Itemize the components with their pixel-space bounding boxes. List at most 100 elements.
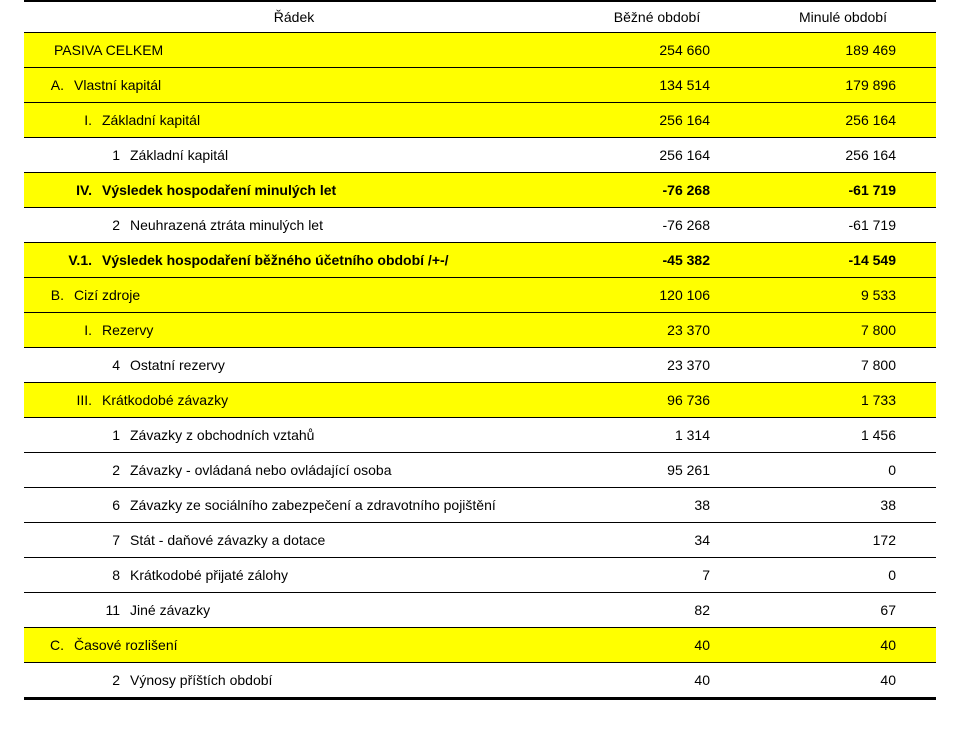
row-label-cell: 11Jiné závazky (24, 593, 564, 628)
row-value-current: -76 268 (564, 208, 750, 243)
table-row: 11Jiné závazky8267 (24, 593, 936, 628)
row-value-current: 256 164 (564, 138, 750, 173)
row-value-current: 38 (564, 488, 750, 523)
row-value-previous: 1 456 (750, 418, 936, 453)
row-prefix: III. (24, 392, 102, 408)
table-row: I.Základní kapitál256 164256 164 (24, 103, 936, 138)
row-value-previous: 38 (750, 488, 936, 523)
bottom-rule (24, 697, 936, 700)
row-value-previous: 7 800 (750, 313, 936, 348)
row-prefix: C. (24, 637, 74, 653)
table-row: 6Závazky ze sociálního zabezpečení a zdr… (24, 488, 936, 523)
row-value-current: 1 314 (564, 418, 750, 453)
row-label-cell: 8Krátkodobé přijaté zálohy (24, 558, 564, 593)
table-row: 4Ostatní rezervy23 3707 800 (24, 348, 936, 383)
header-label: Řádek (24, 1, 564, 33)
row-label-cell: 4Ostatní rezervy (24, 348, 564, 383)
table-row: 7Stát - daňové závazky a dotace 34172 (24, 523, 936, 558)
row-prefix: 2 (24, 217, 130, 233)
header-col-2: Minulé období (750, 1, 936, 33)
row-value-current: 120 106 (564, 278, 750, 313)
row-text: Krátkodobé přijaté zálohy (130, 567, 288, 583)
row-prefix: I. (24, 112, 102, 128)
row-label-cell: IV.Výsledek hospodaření minulých let (24, 173, 564, 208)
table-row: B.Cizí zdroje120 1069 533 (24, 278, 936, 313)
table-row: 1Základní kapitál256 164256 164 (24, 138, 936, 173)
table-row: 2Neuhrazená ztráta minulých let-76 268-6… (24, 208, 936, 243)
row-value-current: 95 261 (564, 453, 750, 488)
row-value-current: 254 660 (564, 33, 750, 68)
row-value-current: 96 736 (564, 383, 750, 418)
row-value-previous: -61 719 (750, 173, 936, 208)
row-label-cell: 1Základní kapitál (24, 138, 564, 173)
row-value-current: 134 514 (564, 68, 750, 103)
row-prefix: 2 (24, 672, 130, 688)
row-value-previous: 1 733 (750, 383, 936, 418)
row-label-cell: I.Rezervy (24, 313, 564, 348)
row-prefix: IV. (24, 182, 102, 198)
row-value-current: 40 (564, 628, 750, 663)
row-text: Výnosy příštích období (130, 672, 272, 688)
row-value-current: -76 268 (564, 173, 750, 208)
row-prefix: 1 (24, 427, 130, 443)
row-text: Závazky z obchodních vztahů (130, 427, 314, 443)
row-value-previous: 40 (750, 663, 936, 698)
header-col-1: Běžné období (564, 1, 750, 33)
row-value-current: 82 (564, 593, 750, 628)
table-row: 2Závazky - ovládaná nebo ovládající osob… (24, 453, 936, 488)
row-value-current: -45 382 (564, 243, 750, 278)
row-prefix: A. (24, 77, 74, 93)
row-prefix: 11 (24, 602, 130, 618)
row-value-previous: 7 800 (750, 348, 936, 383)
row-text: Výsledek hospodaření minulých let (102, 182, 336, 198)
row-label-cell: 2Neuhrazená ztráta minulých let (24, 208, 564, 243)
row-text: PASIVA CELKEM (24, 42, 163, 58)
row-text: Krátkodobé závazky (102, 392, 228, 408)
row-label-cell: III.Krátkodobé závazky (24, 383, 564, 418)
row-label-cell: I.Základní kapitál (24, 103, 564, 138)
table-row: A.Vlastní kapitál134 514179 896 (24, 68, 936, 103)
row-prefix: 8 (24, 567, 130, 583)
row-prefix: 1 (24, 147, 130, 163)
row-value-previous: 67 (750, 593, 936, 628)
table-row: 1Závazky z obchodních vztahů 1 3141 456 (24, 418, 936, 453)
row-value-previous: 40 (750, 628, 936, 663)
row-label-cell: 2Výnosy příštích období (24, 663, 564, 698)
row-label-cell: PASIVA CELKEM (24, 33, 564, 68)
row-prefix: I. (24, 322, 102, 338)
table-row: 8Krátkodobé přijaté zálohy70 (24, 558, 936, 593)
row-label-cell: B.Cizí zdroje (24, 278, 564, 313)
table-row: I.Rezervy23 3707 800 (24, 313, 936, 348)
row-value-previous: 0 (750, 453, 936, 488)
row-text: Jiné závazky (130, 602, 210, 618)
row-text: Závazky ze sociálního zabezpečení a zdra… (130, 497, 496, 513)
row-value-previous: 256 164 (750, 103, 936, 138)
row-value-previous: 172 (750, 523, 936, 558)
table-header-row: Řádek Běžné období Minulé období (24, 1, 936, 33)
row-label-cell: C.Časové rozlišení (24, 628, 564, 663)
row-value-current: 256 164 (564, 103, 750, 138)
table-row: 2Výnosy příštích období4040 (24, 663, 936, 698)
row-prefix: 7 (24, 532, 130, 548)
row-value-previous: 189 469 (750, 33, 936, 68)
table-row: PASIVA CELKEM 254 660189 469 (24, 33, 936, 68)
row-text: Stát - daňové závazky a dotace (130, 532, 325, 548)
row-value-previous: -61 719 (750, 208, 936, 243)
row-prefix: 4 (24, 357, 130, 373)
row-value-current: 23 370 (564, 313, 750, 348)
row-text: Základní kapitál (130, 147, 228, 163)
row-label-cell: 6Závazky ze sociálního zabezpečení a zdr… (24, 488, 564, 523)
row-text: Cizí zdroje (74, 287, 140, 303)
row-value-current: 34 (564, 523, 750, 558)
row-text: Výsledek hospodaření běžného účetního ob… (102, 252, 449, 268)
row-text: Neuhrazená ztráta minulých let (130, 217, 323, 233)
balance-sheet-table: Řádek Běžné období Minulé období PASIVA … (24, 0, 936, 698)
table-row: C.Časové rozlišení4040 (24, 628, 936, 663)
table-row: V.1.Výsledek hospodaření běžného účetníh… (24, 243, 936, 278)
table-row: III.Krátkodobé závazky96 7361 733 (24, 383, 936, 418)
row-value-previous: 0 (750, 558, 936, 593)
row-prefix: B. (24, 287, 74, 303)
row-text: Závazky - ovládaná nebo ovládající osoba (130, 462, 392, 478)
row-text: Vlastní kapitál (74, 77, 161, 93)
row-value-current: 7 (564, 558, 750, 593)
